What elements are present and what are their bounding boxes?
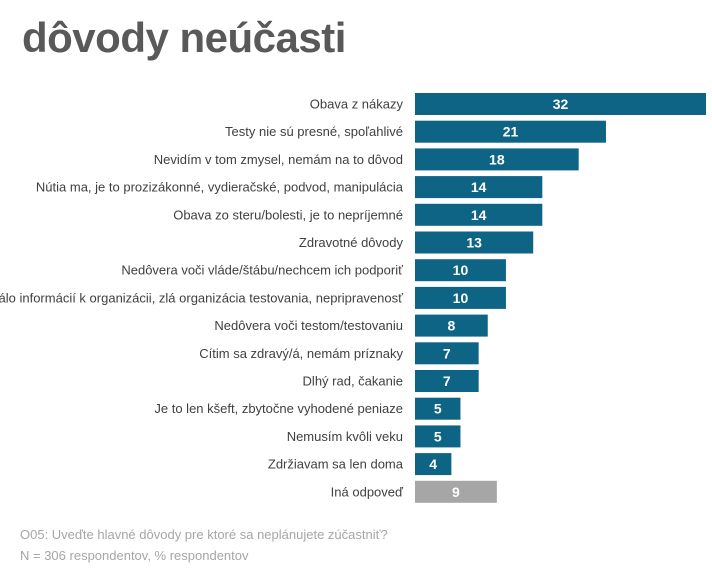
- data-label: 7: [443, 345, 451, 361]
- category-label: Zdravotné dôvody: [299, 235, 404, 250]
- sample-note: N = 306 respondentov, % respondentov: [20, 548, 249, 563]
- category-label: Iná odpoveď: [331, 484, 404, 499]
- data-label: 18: [489, 151, 505, 167]
- data-label: 8: [447, 318, 455, 334]
- bar: [415, 453, 452, 476]
- category-label: Dlhý rad, čakanie: [303, 374, 403, 389]
- question-note: O05: Uveďte hlavné dôvody pre ktoré sa n…: [20, 527, 388, 542]
- data-label: 7: [443, 373, 451, 389]
- bar: [415, 120, 606, 143]
- data-label: 10: [453, 290, 469, 306]
- category-label: Nedôvera voči vláde/štábu/nechcem ich po…: [121, 263, 403, 278]
- bar: [415, 314, 488, 337]
- bar: [415, 370, 479, 392]
- data-label: 5: [434, 401, 442, 417]
- category-label: Obava z nákazy: [310, 97, 404, 112]
- data-label: 21: [503, 124, 519, 140]
- bar-chart: Obava z nákazy 32 Testy nie sú presné, spo…: [0, 93, 706, 503]
- bar: [415, 176, 543, 199]
- bar: [415, 342, 479, 365]
- bar: [415, 148, 579, 171]
- data-label: 10: [453, 262, 469, 278]
- chart-title: dôvody neúčasti: [22, 14, 346, 61]
- bar: [415, 93, 706, 115]
- category-label: Nemusím kvôli veku: [287, 429, 403, 444]
- data-label: 5: [434, 428, 442, 444]
- data-label: 32: [553, 96, 569, 112]
- bar: [415, 203, 543, 226]
- category-label: Nútia ma, je to prozizákonné, vydieračsk…: [36, 180, 404, 195]
- bar: [415, 259, 506, 282]
- bar: [415, 480, 497, 503]
- category-label: Obava zo steru/bolesti, je to nepríjemné: [173, 207, 403, 222]
- bar: [415, 286, 506, 309]
- bar: [415, 397, 461, 420]
- bar: [415, 425, 461, 448]
- data-label: 14: [471, 179, 487, 195]
- data-label: 13: [466, 235, 482, 251]
- category-label: Nedôvera voči testom/testovaniu: [214, 318, 403, 333]
- category-label: Nevidím v tom zmysel, nemám na to dôvod: [154, 152, 403, 167]
- data-label: 4: [429, 456, 437, 472]
- category-label: Zdržiavam sa len doma: [268, 457, 404, 472]
- data-label: 14: [471, 207, 487, 223]
- data-label: 9: [452, 484, 460, 500]
- category-label: Cítim sa zdravý/á, nemám príznaky: [199, 346, 403, 361]
- category-label: Je to len kšeft, zbytočne vyhodené penia…: [154, 401, 403, 416]
- bar: [415, 231, 534, 254]
- category-label: Testy nie sú presné, spoľahlivé: [225, 124, 403, 139]
- category-label: Málo informácií k organizácii, zlá organ…: [0, 290, 403, 305]
